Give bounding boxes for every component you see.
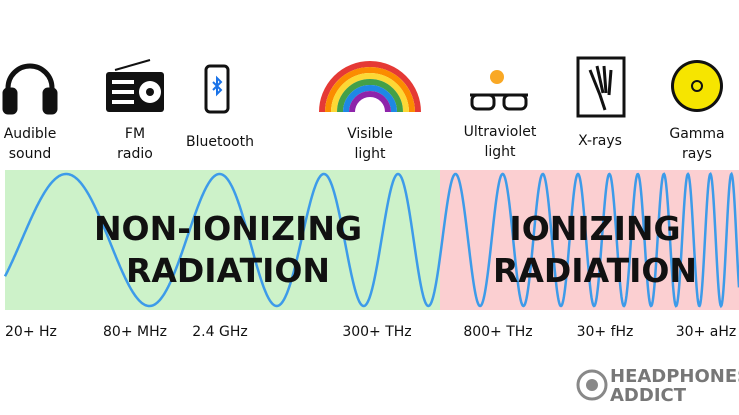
headphones-icon [2, 63, 58, 115]
frequency-label: 800+ THz [463, 324, 532, 340]
labels: Audible sound FM radio Bluetooth Visible light… [4, 124, 739, 406]
icon-label: rays [682, 146, 712, 162]
frequency-label: 30+ fHz [577, 324, 634, 340]
icon-label: X-rays [578, 133, 622, 149]
icon-label: Ultraviolet [464, 124, 537, 140]
non-ionizing-zone [5, 170, 440, 310]
icon-label: sound [9, 146, 52, 162]
logo-text: ADDICT [610, 385, 687, 406]
phone-icon [204, 64, 230, 114]
frequency-label: 30+ aHz [676, 324, 736, 340]
radiation-icon [670, 60, 724, 114]
region-label: IONIZING [509, 209, 680, 248]
xray-icon [576, 56, 626, 118]
icon-label: Gamma [669, 126, 724, 142]
region-label: RADIATION [493, 251, 697, 290]
rainbow-icon [319, 61, 421, 113]
frequency-label: 300+ THz [342, 324, 411, 340]
icon-label: light [484, 144, 516, 160]
glasses-icon [470, 70, 528, 111]
icon-label: Visible [347, 126, 393, 142]
wave [3, 171, 739, 309]
icon-label: FM [125, 126, 145, 142]
logo-text: HEADPHONES [610, 366, 739, 387]
icon-label: light [354, 146, 386, 162]
radio-icon [106, 59, 164, 112]
wave-line [3, 171, 739, 309]
icon-label: Bluetooth [186, 134, 254, 150]
frequency-label: 2.4 GHz [192, 324, 247, 340]
logo-icon [576, 369, 608, 401]
frequency-label: 20+ Hz [5, 324, 57, 340]
icon-label: radio [117, 146, 153, 162]
region-label: NON-IONIZING [94, 209, 362, 248]
frequency-label: 80+ MHz [103, 324, 167, 340]
icon-label: Audible [4, 126, 57, 142]
region-label: RADIATION [126, 251, 330, 290]
